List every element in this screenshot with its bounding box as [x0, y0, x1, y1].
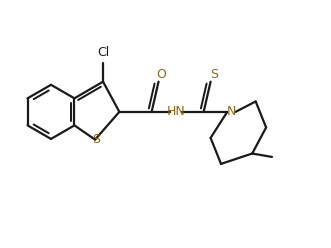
Text: O: O — [157, 67, 166, 81]
Text: HN: HN — [166, 105, 185, 118]
Text: Cl: Cl — [97, 46, 109, 59]
Text: S: S — [92, 133, 100, 146]
Text: N: N — [227, 105, 236, 118]
Text: S: S — [210, 67, 218, 81]
